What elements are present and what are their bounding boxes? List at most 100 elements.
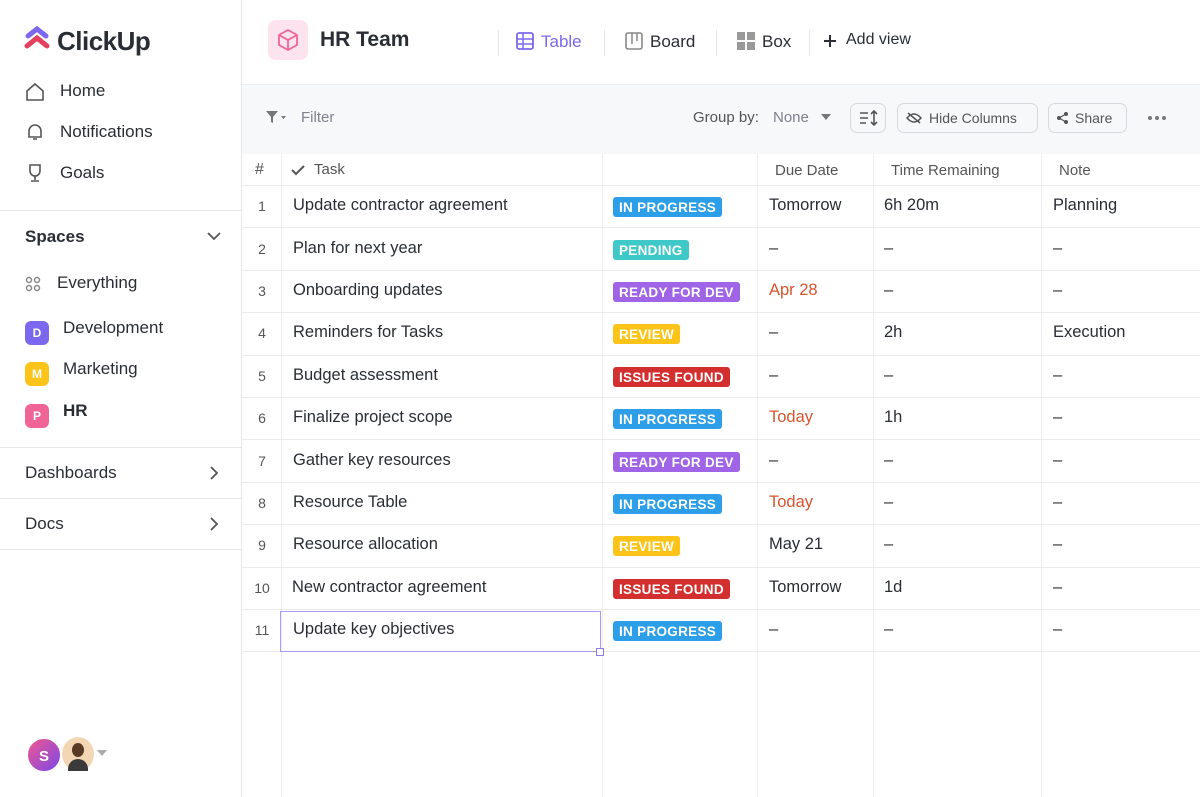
nav-docs[interactable]: Docs (25, 514, 64, 533)
group-by-label[interactable]: Group by: (693, 109, 759, 126)
task-name[interactable]: Gather key resources (293, 450, 451, 469)
task-name[interactable]: New contractor agreement (292, 577, 487, 596)
status[interactable]: ISSUES FOUND (613, 366, 730, 387)
space-item[interactable]: HR (63, 401, 88, 420)
logo: ClickUp (57, 26, 151, 56)
status[interactable]: PENDING (613, 239, 689, 260)
view-tab[interactable]: Box (762, 32, 792, 51)
column-header[interactable]: Task (314, 161, 345, 178)
status[interactable]: IN PROGRESS (613, 494, 723, 514)
column-header[interactable]: Due Date (775, 162, 839, 179)
space-item[interactable]: Development (63, 318, 164, 337)
filter[interactable]: Filter (301, 109, 335, 126)
space-item[interactable]: Marketing (63, 359, 138, 378)
due-date: Tomorrow (769, 196, 842, 215)
resize-handle (596, 648, 604, 657)
task-name[interactable]: Reminders for Tasks (293, 323, 444, 342)
page-title: HR Team (320, 28, 410, 51)
divider (0, 447, 241, 448)
divider (0, 210, 241, 211)
note: – (1053, 238, 1063, 257)
nav-goals[interactable]: Goals (60, 163, 105, 182)
add-view[interactable]: Add view (846, 31, 911, 48)
status[interactable]: IN PROGRESS (613, 197, 723, 218)
note: – (1053, 620, 1063, 639)
task-name[interactable]: Resource Table (293, 493, 408, 511)
avatar[interactable]: S (26, 737, 62, 773)
everything-icon (25, 276, 41, 292)
column-header[interactable]: Time Remaining (891, 162, 1000, 179)
task-name[interactable]: Onboarding updates (293, 281, 443, 299)
hide-columns-button[interactable]: Hide Columns (897, 103, 1038, 133)
task-name[interactable]: Update contractor agreement (293, 196, 508, 215)
row-divider (242, 269, 1200, 271)
status[interactable]: IN PROGRESS (613, 409, 723, 430)
row-number: 3 (258, 283, 266, 299)
nav-dashboards[interactable]: Dashboards (25, 463, 117, 482)
row-number: 2 (258, 240, 266, 257)
status[interactable]: READY FOR DEV (613, 451, 740, 472)
status[interactable]: ISSUES FOUND (613, 578, 730, 599)
note: – (1053, 450, 1063, 469)
status[interactable]: REVIEW (613, 324, 681, 345)
chevron-right[interactable] (208, 465, 220, 481)
separator (498, 30, 499, 56)
time-remaining: – (884, 365, 894, 384)
note: Execution (1053, 323, 1126, 342)
time-remaining: 6h 20m (884, 196, 940, 215)
row-divider (242, 227, 1200, 229)
status[interactable]: IN PROGRESS (613, 621, 723, 642)
space-badge: M (25, 362, 49, 386)
time-remaining: – (884, 493, 894, 511)
note: – (1053, 408, 1063, 427)
task-name[interactable]: Resource allocation (293, 535, 438, 554)
note: – (1053, 535, 1063, 554)
column-divider (602, 153, 603, 797)
view-tab[interactable]: Board (650, 32, 696, 51)
avatar-photo[interactable] (62, 737, 94, 771)
time-remaining: 1d (884, 577, 903, 596)
caret[interactable] (821, 114, 831, 120)
task-name[interactable]: Finalize project scope (293, 408, 453, 427)
due-date: Today (769, 493, 814, 511)
note: Planning (1053, 196, 1118, 215)
time-remaining: – (884, 620, 894, 639)
column-divider (873, 153, 874, 797)
separator (809, 30, 810, 56)
column-header[interactable]: Note (1059, 162, 1091, 179)
chevron-down[interactable] (206, 229, 222, 243)
trophy-icon (29, 164, 41, 182)
spaces-title[interactable]: Spaces (25, 227, 85, 246)
chevron-right[interactable] (208, 516, 220, 532)
bell-icon (28, 124, 42, 140)
task-name[interactable]: Budget assessment (293, 365, 438, 384)
task-name[interactable]: Plan for next year (293, 238, 423, 257)
row-number: 1 (258, 198, 266, 215)
sort-button[interactable] (850, 103, 886, 133)
space-item[interactable]: Everything (57, 273, 138, 292)
plus-icon (824, 35, 836, 47)
share-button[interactable]: Share (1048, 103, 1127, 133)
group-by-value[interactable]: None (773, 109, 809, 126)
sidebar: ClickUp Home Notifications Goals Spaces … (0, 0, 242, 797)
task-name[interactable]: Update key objectives (293, 620, 455, 639)
row-divider (242, 312, 1200, 314)
status[interactable]: REVIEW (613, 536, 681, 557)
toolbar (242, 84, 1200, 154)
more-icon[interactable] (1147, 115, 1167, 121)
view-tab-active[interactable]: Table (541, 32, 582, 51)
nav-notifications[interactable]: Notifications (60, 122, 153, 141)
filter-icon (266, 111, 286, 123)
column-divider (1041, 153, 1042, 797)
time-remaining: – (884, 535, 894, 554)
row-divider (242, 185, 1200, 186)
status[interactable]: READY FOR DEV (613, 282, 740, 302)
table-icon (516, 32, 534, 50)
row-divider (242, 524, 1200, 526)
due-date: Today (769, 408, 814, 427)
due-date: – (769, 238, 779, 257)
nav-home[interactable]: Home (60, 81, 106, 100)
box-icon (737, 32, 755, 50)
note: – (1053, 493, 1063, 511)
caret[interactable] (97, 750, 107, 756)
